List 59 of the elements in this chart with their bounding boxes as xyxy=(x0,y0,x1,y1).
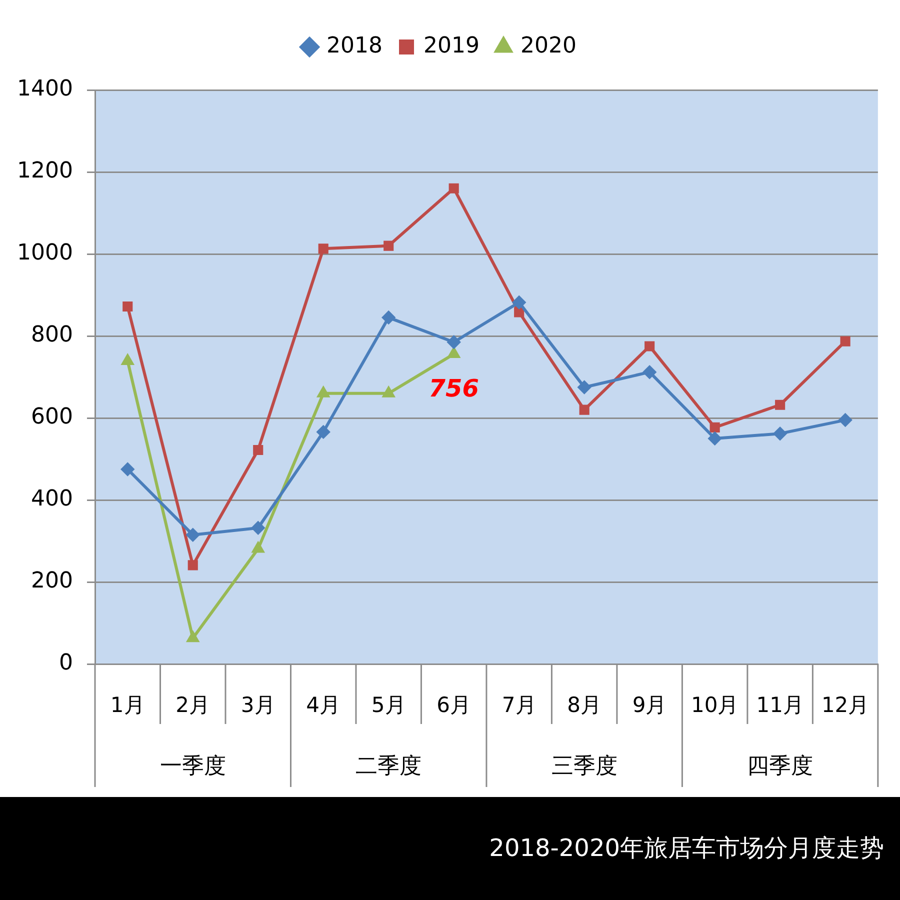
x-tick-label: 11月 xyxy=(756,693,804,718)
point xyxy=(252,542,264,553)
point xyxy=(188,560,198,570)
x-tick-label: 4月 xyxy=(306,693,341,718)
point xyxy=(252,521,265,534)
point xyxy=(122,301,133,312)
point xyxy=(774,427,787,440)
x-tick-label: 7月 xyxy=(502,693,536,718)
point xyxy=(643,366,656,379)
point xyxy=(318,386,330,398)
point xyxy=(838,414,852,427)
y-tick-label: 400 xyxy=(31,486,73,512)
text: 一季度 xyxy=(160,754,226,780)
legend-label: 2020 xyxy=(520,34,576,59)
y-tick-label: 1200 xyxy=(17,158,73,184)
x-tick-label: 6月 xyxy=(436,693,472,718)
point xyxy=(382,311,396,324)
text: 2018-2020年旅居车市场分月度走势 xyxy=(489,833,884,863)
legend-label: 2019 xyxy=(424,34,480,59)
point xyxy=(253,444,264,456)
x-tick-label: 5月 xyxy=(371,693,406,718)
text: 三季度 xyxy=(551,754,618,780)
y-tick-label: 1400 xyxy=(17,76,73,102)
point xyxy=(644,341,655,352)
x-tick-label: 12月 xyxy=(821,693,870,718)
point xyxy=(316,425,330,438)
point xyxy=(579,404,590,415)
x-tick-label: 8月 xyxy=(567,693,602,718)
x-tick-label: 1月 xyxy=(110,693,145,718)
point xyxy=(318,244,328,254)
point xyxy=(448,183,459,194)
point xyxy=(447,336,460,349)
y-tick-label: 1000 xyxy=(17,240,73,266)
point xyxy=(448,348,460,358)
y-tick-label: 800 xyxy=(31,322,73,348)
point xyxy=(187,632,199,642)
x-tick-label: 3月 xyxy=(240,693,276,718)
point xyxy=(382,386,394,398)
point xyxy=(384,240,394,251)
text: 四季度 xyxy=(747,754,814,780)
x-tick-label: 10月 xyxy=(690,693,739,718)
point xyxy=(514,307,524,318)
x-tick-label: 9月 xyxy=(632,693,667,718)
point xyxy=(708,432,722,445)
point xyxy=(710,422,720,432)
x-tick-label: 2月 xyxy=(176,693,210,718)
y-tick-label: 0 xyxy=(59,650,73,676)
legend-label: 2018 xyxy=(326,34,383,59)
point xyxy=(512,296,526,309)
data-label: 756 xyxy=(428,374,479,402)
point xyxy=(121,462,134,476)
point xyxy=(578,380,591,394)
point xyxy=(186,528,200,542)
point xyxy=(840,336,850,346)
text: 二季度 xyxy=(356,754,422,780)
point xyxy=(122,354,134,366)
y-tick-label: 200 xyxy=(31,568,73,594)
point xyxy=(775,400,786,410)
y-tick-label: 600 xyxy=(31,404,73,430)
